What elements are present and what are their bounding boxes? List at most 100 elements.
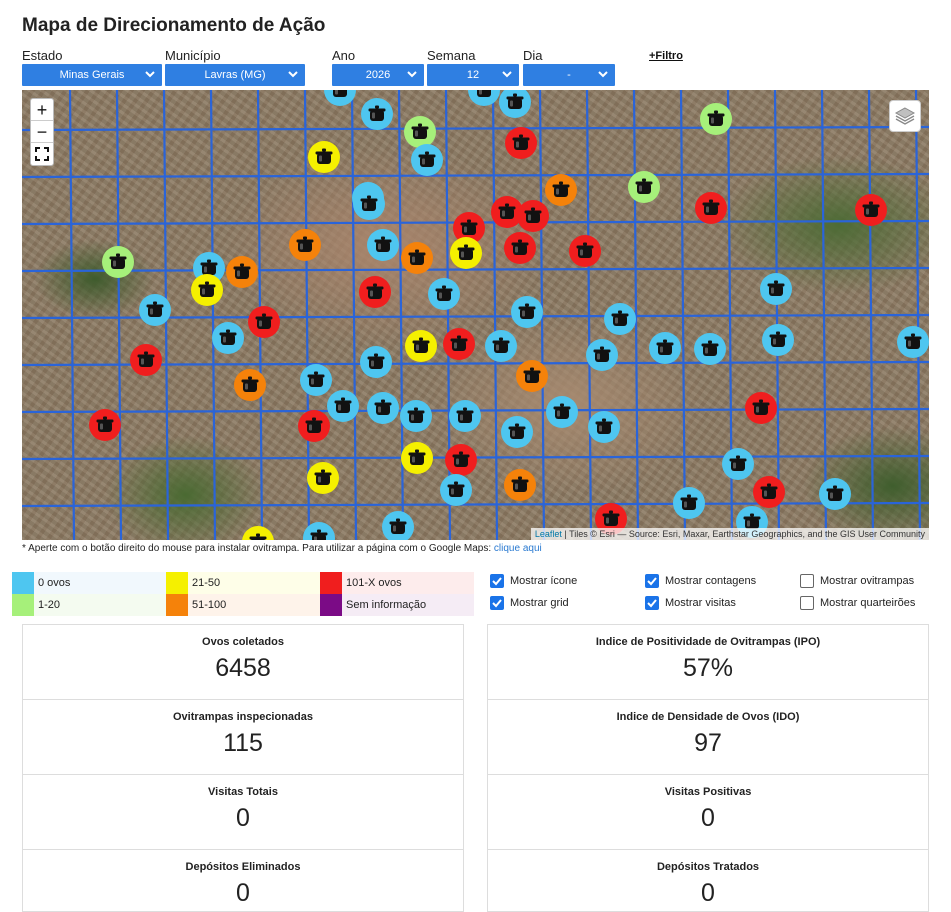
show-blocks-checkbox[interactable]: Mostrar quarteirões	[800, 595, 915, 611]
checkbox[interactable]	[645, 574, 659, 588]
trap-marker[interactable]	[234, 369, 266, 401]
trap-marker[interactable]	[499, 90, 531, 118]
trap-marker[interactable]	[382, 511, 414, 540]
trap-marker[interactable]	[694, 333, 726, 365]
trap-marker[interactable]	[501, 416, 533, 448]
trap-marker[interactable]	[445, 444, 477, 476]
google-maps-link[interactable]: clique aqui	[493, 543, 542, 554]
estado-select[interactable]: Minas Gerais	[22, 64, 162, 86]
trap-marker[interactable]	[130, 344, 162, 376]
trap-marker[interactable]	[360, 346, 392, 378]
trap-marker[interactable]	[760, 273, 792, 305]
dia-select[interactable]: -	[523, 64, 615, 86]
trap-marker[interactable]	[505, 127, 537, 159]
trap-marker[interactable]	[649, 332, 681, 364]
trap-marker[interactable]	[449, 400, 481, 432]
trap-marker[interactable]	[588, 411, 620, 443]
trap-marker[interactable]	[673, 487, 705, 519]
trap-marker[interactable]	[89, 409, 121, 441]
trap-marker[interactable]	[139, 294, 171, 326]
trap-marker[interactable]	[327, 390, 359, 422]
trap-marker[interactable]	[404, 116, 436, 148]
trap-marker[interactable]	[819, 478, 851, 510]
trap-marker[interactable]	[401, 242, 433, 274]
trap-marker[interactable]	[242, 526, 274, 540]
trap-marker[interactable]	[745, 392, 777, 424]
trap-marker[interactable]	[604, 303, 636, 335]
trap-marker[interactable]	[504, 469, 536, 501]
trap-marker[interactable]	[855, 194, 887, 226]
show-counts-checkbox[interactable]: Mostrar contagens	[645, 573, 756, 589]
trap-marker[interactable]	[212, 322, 244, 354]
trap-marker[interactable]	[695, 192, 727, 224]
trap-marker[interactable]	[367, 392, 399, 424]
checkbox[interactable]	[800, 574, 814, 588]
trap-marker[interactable]	[300, 364, 332, 396]
trap-marker[interactable]	[367, 229, 399, 261]
trap-marker[interactable]	[248, 306, 280, 338]
semana-select[interactable]: 12	[427, 64, 519, 86]
checkbox[interactable]	[645, 596, 659, 610]
page-title: Mapa de Direcionamento de Ação	[22, 15, 326, 36]
show-traps-checkbox[interactable]: Mostrar ovitrampas	[800, 573, 914, 589]
trap-marker[interactable]	[102, 246, 134, 278]
trap-marker[interactable]	[405, 330, 437, 362]
trap-marker[interactable]	[440, 474, 472, 506]
trap-marker[interactable]	[324, 90, 356, 106]
trap-marker[interactable]	[546, 396, 578, 428]
trap-marker[interactable]	[411, 144, 443, 176]
trap-marker[interactable]	[361, 98, 393, 130]
zoom-out-button[interactable]: −	[31, 121, 53, 143]
trap-marker[interactable]	[722, 448, 754, 480]
show-visits-checkbox[interactable]: Mostrar visitas	[645, 595, 736, 611]
trap-marker[interactable]	[191, 274, 223, 306]
show-icon-checkbox[interactable]: Mostrar ícone	[490, 573, 577, 589]
trap-marker[interactable]	[307, 462, 339, 494]
ano-select[interactable]: 2026	[332, 64, 424, 86]
legend-label: 21-50	[192, 577, 221, 589]
trap-marker[interactable]	[628, 171, 660, 203]
trap-marker[interactable]	[359, 276, 391, 308]
trap-marker[interactable]	[468, 90, 500, 106]
show-grid-checkbox[interactable]: Mostrar grid	[490, 595, 569, 611]
trap-marker[interactable]	[485, 330, 517, 362]
trap-marker[interactable]	[517, 200, 549, 232]
layers-button[interactable]	[889, 100, 921, 132]
trap-marker[interactable]	[289, 229, 321, 261]
trap-marker[interactable]	[569, 235, 601, 267]
municipio-select[interactable]: Lavras (MG)	[165, 64, 305, 86]
trap-marker[interactable]	[511, 296, 543, 328]
trap-marker[interactable]	[586, 339, 618, 371]
ovitrap-icon	[137, 351, 155, 367]
trap-marker[interactable]	[545, 174, 577, 206]
zoom-in-button[interactable]: +	[31, 99, 53, 121]
trap-marker[interactable]	[700, 103, 732, 135]
fullscreen-button[interactable]	[31, 143, 53, 165]
ovitrap-icon	[611, 310, 629, 326]
trap-marker[interactable]	[897, 326, 929, 358]
trap-marker[interactable]	[450, 237, 482, 269]
ovitrap-icon	[729, 455, 747, 471]
ovitrap-icon	[241, 376, 259, 392]
trap-marker[interactable]	[428, 278, 460, 310]
trap-marker[interactable]	[308, 141, 340, 173]
trap-marker[interactable]	[401, 442, 433, 474]
trap-marker[interactable]	[753, 476, 785, 508]
trap-marker[interactable]	[400, 400, 432, 432]
trap-marker[interactable]	[298, 410, 330, 442]
checkbox[interactable]	[490, 574, 504, 588]
stat-title: Ovitrampas inspecionadas	[173, 711, 313, 723]
trap-marker[interactable]	[303, 522, 335, 540]
trap-marker[interactable]	[504, 232, 536, 264]
more-filter-link[interactable]: +Filtro	[649, 50, 683, 62]
trap-marker[interactable]	[353, 188, 385, 220]
ovitrap-icon	[374, 236, 392, 252]
trap-marker[interactable]	[443, 328, 475, 360]
checkbox[interactable]	[800, 596, 814, 610]
leaflet-link[interactable]: Leaflet	[534, 529, 562, 539]
trap-marker[interactable]	[762, 324, 794, 356]
checkbox[interactable]	[490, 596, 504, 610]
trap-marker[interactable]	[516, 360, 548, 392]
map[interactable]: + − Leaflet | Tiles © Esri — Source: Esr…	[22, 90, 929, 540]
trap-marker[interactable]	[226, 256, 258, 288]
